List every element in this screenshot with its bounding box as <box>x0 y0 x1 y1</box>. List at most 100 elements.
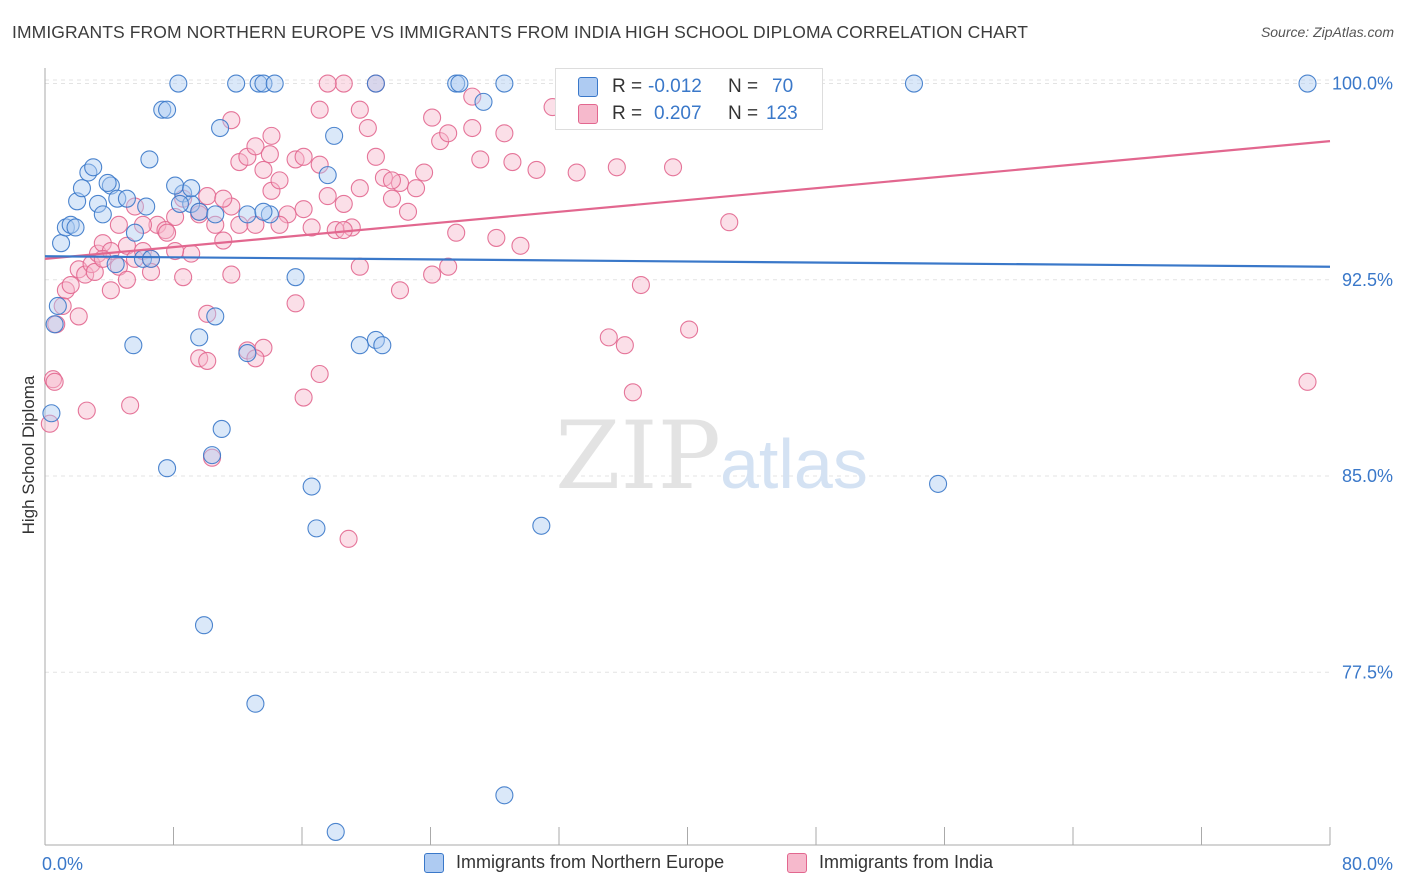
india-point <box>302 218 321 237</box>
y-tick-label: 100.0% <box>1332 74 1393 94</box>
northern-europe-point <box>166 176 185 195</box>
northern-europe-point <box>203 446 222 465</box>
northern-europe-point <box>474 92 493 111</box>
stats-swatch-pink <box>578 104 598 124</box>
india-point <box>286 294 305 313</box>
india-point <box>260 145 279 164</box>
northern-europe-point <box>286 268 305 287</box>
northern-europe-point <box>325 126 344 145</box>
northern-europe-point <box>326 822 345 841</box>
legend-label-northern-europe: Immigrants from Northern Europe <box>456 852 725 872</box>
northern-europe-point <box>158 100 177 119</box>
legend-item-northern-europe[interactable]: Immigrants from Northern Europe <box>424 852 724 873</box>
india-point <box>109 215 128 234</box>
northern-europe-point <box>1298 74 1317 93</box>
india-point <box>77 401 96 420</box>
india-point <box>214 231 233 250</box>
india-point <box>1298 372 1317 391</box>
tick-labels: 77.5% 85.0% 92.5% 100.0% 0.0% 80.0% <box>42 74 1393 874</box>
northern-europe-point <box>48 296 67 316</box>
northern-europe-point <box>929 474 948 493</box>
india-point <box>53 296 72 316</box>
northern-europe-point <box>88 194 108 213</box>
india-point <box>663 158 683 177</box>
northern-europe-point <box>450 74 469 93</box>
india-point <box>415 163 434 182</box>
r-label: R = <box>612 76 643 97</box>
legend-label-india: Immigrants from India <box>819 852 994 872</box>
watermark-zip: ZIP <box>555 402 721 511</box>
legend-item-india[interactable]: Immigrants from India <box>787 852 993 873</box>
northern-europe-point <box>190 328 209 347</box>
northern-europe-point <box>170 194 189 213</box>
n-value-northern-europe: 70 <box>772 76 794 97</box>
india-point <box>198 351 217 370</box>
x-tick-label: 80.0% <box>1342 854 1393 874</box>
northern-europe-point <box>194 616 214 635</box>
northern-europe-point <box>137 197 156 216</box>
northern-europe-point <box>366 74 385 93</box>
northern-europe-point <box>93 205 112 224</box>
india-point <box>294 200 313 219</box>
northern-europe-point <box>373 336 392 355</box>
india-point <box>398 202 418 221</box>
northern-europe-point <box>61 215 80 234</box>
northern-europe-point <box>98 173 117 193</box>
northern-europe-point <box>153 100 172 119</box>
source-label: Source: ZipAtlas.com <box>1260 24 1394 40</box>
india-point <box>334 74 353 93</box>
india-point <box>366 147 385 166</box>
india-point <box>310 100 329 119</box>
northern-europe-point <box>101 176 120 195</box>
northern-europe-point <box>350 336 369 355</box>
india-point <box>318 74 337 93</box>
india-point <box>85 262 104 282</box>
india-point <box>447 223 466 242</box>
y-tick-label: 92.5% <box>1342 270 1393 290</box>
northern-europe-point <box>182 179 201 198</box>
northern-europe-point <box>495 74 514 93</box>
india-point <box>182 244 201 263</box>
northern-europe-point <box>532 516 551 535</box>
northern-europe-point <box>206 307 225 326</box>
r-value-northern-europe: -0.012 <box>648 76 702 97</box>
india-point <box>214 189 233 208</box>
northern-europe-point <box>206 205 225 224</box>
india-point <box>310 364 329 384</box>
northern-europe-point <box>42 404 61 423</box>
india-point <box>294 147 313 166</box>
y-tick-label: 77.5% <box>1342 662 1393 682</box>
northern-europe-point <box>169 74 188 93</box>
india-point <box>56 281 75 300</box>
india-point <box>599 328 618 347</box>
india-point <box>262 126 281 145</box>
northern-europe-point <box>249 74 268 93</box>
northern-europe-point <box>307 519 326 538</box>
chart-title: IMMIGRANTS FROM NORTHERN EUROPE VS IMMIG… <box>12 22 1029 42</box>
northern-europe-point <box>190 202 209 221</box>
india-point <box>623 383 642 402</box>
india-point <box>358 118 377 138</box>
india-point <box>294 388 313 407</box>
northern-europe-point <box>106 255 125 274</box>
india-point <box>101 281 120 300</box>
stats-swatch-blue <box>578 77 598 97</box>
trend-lines <box>44 140 1331 268</box>
india-point <box>631 275 650 295</box>
india-point <box>254 160 273 179</box>
india-point <box>270 171 289 190</box>
n-value-india: 123 <box>766 103 798 124</box>
northern-europe-point <box>108 189 127 208</box>
northern-europe-point <box>84 158 103 177</box>
axes <box>44 68 1331 846</box>
y-tick-label: 85.0% <box>1342 466 1393 486</box>
northern-europe-point <box>302 477 321 496</box>
northern-europe-point <box>140 150 159 169</box>
india-point <box>45 372 64 391</box>
india-point <box>222 265 241 284</box>
northern-europe-point <box>318 166 337 185</box>
india-point <box>61 275 80 295</box>
watermark-atlas: atlas <box>720 425 868 503</box>
r-value-india: 0.207 <box>654 103 702 124</box>
legend-swatch-blue <box>424 852 444 873</box>
